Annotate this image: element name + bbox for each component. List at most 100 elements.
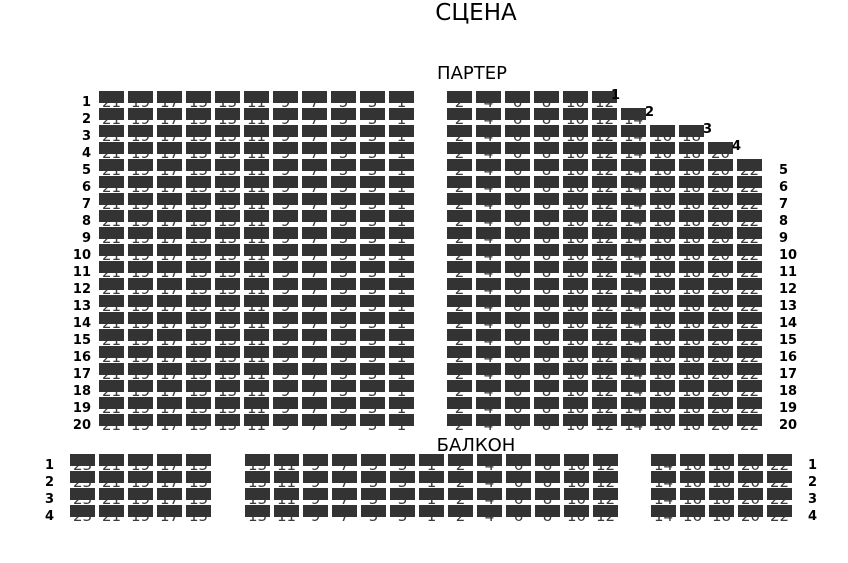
parterre-seat[interactable]: 19 [128, 295, 153, 314]
parterre-seat[interactable]: 2 [447, 329, 472, 348]
balcony-seat[interactable]: 2 [448, 454, 473, 473]
parterre-seat[interactable]: 19 [128, 261, 153, 280]
parterre-seat[interactable]: 20 [708, 363, 733, 382]
balcony-seat[interactable]: 8 [535, 488, 560, 507]
parterre-seat[interactable]: 9 [273, 380, 298, 399]
parterre-seat[interactable]: 1 [389, 414, 414, 433]
parterre-seat[interactable]: 3 [360, 193, 385, 212]
parterre-seat[interactable]: 21 [99, 295, 124, 314]
parterre-seat[interactable]: 17 [157, 414, 182, 433]
parterre-seat[interactable]: 2 [447, 363, 472, 382]
parterre-seat[interactable]: 2 [447, 210, 472, 229]
parterre-seat[interactable]: 3 [360, 346, 385, 365]
parterre-seat[interactable]: 11 [244, 414, 269, 433]
balcony-seat[interactable]: 13 [245, 488, 270, 507]
parterre-seat[interactable]: 21 [99, 91, 124, 110]
parterre-seat[interactable]: 12 [592, 312, 617, 331]
parterre-seat[interactable]: 15 [186, 210, 211, 229]
parterre-seat[interactable]: 4 [476, 176, 501, 195]
parterre-seat[interactable]: 2 [447, 295, 472, 314]
balcony-seat[interactable]: 23 [70, 471, 95, 490]
parterre-seat[interactable]: 2 [447, 244, 472, 263]
parterre-seat[interactable]: 22 [737, 227, 762, 246]
parterre-seat[interactable]: 3 [360, 91, 385, 110]
parterre-seat[interactable]: 12 [592, 261, 617, 280]
parterre-seat[interactable]: 10 [563, 159, 588, 178]
parterre-seat[interactable]: 13 [215, 142, 240, 161]
parterre-seat[interactable]: 4 [476, 329, 501, 348]
balcony-seat[interactable]: 17 [157, 454, 182, 473]
parterre-seat[interactable]: 1 [389, 91, 414, 110]
parterre-seat[interactable]: 17 [157, 363, 182, 382]
parterre-seat[interactable]: 9 [273, 108, 298, 127]
balcony-seat[interactable]: 5 [361, 505, 386, 524]
balcony-seat[interactable]: 5 [361, 454, 386, 473]
parterre-seat[interactable]: 16 [650, 176, 675, 195]
parterre-seat[interactable]: 22 [737, 346, 762, 365]
parterre-seat[interactable]: 12 [592, 397, 617, 416]
balcony-seat[interactable]: 14 [651, 488, 676, 507]
parterre-seat[interactable]: 14 [621, 363, 646, 382]
parterre-seat[interactable]: 19 [128, 312, 153, 331]
parterre-seat[interactable]: 10 [563, 295, 588, 314]
parterre-seat[interactable]: 21 [99, 193, 124, 212]
balcony-seat[interactable]: 9 [303, 505, 328, 524]
parterre-seat[interactable]: 16 [650, 312, 675, 331]
parterre-seat[interactable]: 16 [650, 397, 675, 416]
parterre-seat[interactable]: 15 [186, 159, 211, 178]
parterre-seat[interactable]: 19 [128, 193, 153, 212]
parterre-seat[interactable]: 7 [302, 346, 327, 365]
parterre-seat[interactable]: 10 [563, 125, 588, 144]
parterre-seat[interactable]: 2 [447, 108, 472, 127]
parterre-seat[interactable]: 9 [273, 227, 298, 246]
parterre-seat[interactable]: 20 [708, 329, 733, 348]
parterre-seat[interactable]: 17 [157, 108, 182, 127]
balcony-seat[interactable]: 23 [70, 488, 95, 507]
parterre-seat[interactable]: 17 [157, 227, 182, 246]
balcony-seat[interactable]: 22 [767, 488, 792, 507]
balcony-seat[interactable]: 22 [767, 471, 792, 490]
parterre-seat[interactable]: 18 [679, 414, 704, 433]
parterre-seat[interactable]: 14 [621, 193, 646, 212]
parterre-seat[interactable]: 12 [592, 176, 617, 195]
balcony-seat[interactable]: 6 [506, 471, 531, 490]
parterre-seat[interactable]: 14 [621, 346, 646, 365]
balcony-seat[interactable]: 22 [767, 454, 792, 473]
parterre-seat[interactable]: 8 [534, 295, 559, 314]
parterre-seat[interactable]: 3 [360, 414, 385, 433]
parterre-seat[interactable]: 3 [360, 380, 385, 399]
parterre-seat[interactable]: 15 [186, 397, 211, 416]
parterre-seat[interactable]: 16 [650, 210, 675, 229]
balcony-seat[interactable]: 10 [564, 505, 589, 524]
parterre-seat[interactable]: 11 [244, 261, 269, 280]
balcony-seat[interactable]: 15 [186, 505, 211, 524]
parterre-seat[interactable]: 5 [331, 295, 356, 314]
parterre-seat[interactable]: 6 [505, 261, 530, 280]
parterre-seat[interactable]: 9 [273, 363, 298, 382]
parterre-seat[interactable]: 11 [244, 346, 269, 365]
balcony-seat[interactable]: 20 [738, 488, 763, 507]
parterre-seat[interactable]: 7 [302, 193, 327, 212]
parterre-seat[interactable]: 17 [157, 295, 182, 314]
parterre-seat[interactable]: 15 [186, 261, 211, 280]
parterre-seat[interactable]: 20 [708, 414, 733, 433]
parterre-seat[interactable]: 12 [592, 329, 617, 348]
parterre-seat[interactable]: 16 [650, 142, 675, 161]
parterre-seat[interactable]: 13 [215, 414, 240, 433]
parterre-seat[interactable]: 5 [331, 125, 356, 144]
parterre-seat[interactable]: 2 [447, 380, 472, 399]
parterre-seat[interactable]: 21 [99, 414, 124, 433]
parterre-seat[interactable]: 16 [650, 261, 675, 280]
parterre-seat[interactable]: 7 [302, 227, 327, 246]
parterre-seat[interactable]: 10 [563, 227, 588, 246]
balcony-seat[interactable]: 13 [245, 471, 270, 490]
parterre-seat[interactable]: 9 [273, 295, 298, 314]
balcony-seat[interactable]: 5 [361, 488, 386, 507]
parterre-seat[interactable]: 4 [476, 91, 501, 110]
parterre-seat[interactable]: 12 [592, 278, 617, 297]
parterre-seat[interactable]: 8 [534, 159, 559, 178]
parterre-seat[interactable]: 18 [679, 159, 704, 178]
parterre-seat[interactable]: 6 [505, 210, 530, 229]
parterre-seat[interactable]: 1 [389, 329, 414, 348]
parterre-seat[interactable]: 2 [447, 346, 472, 365]
